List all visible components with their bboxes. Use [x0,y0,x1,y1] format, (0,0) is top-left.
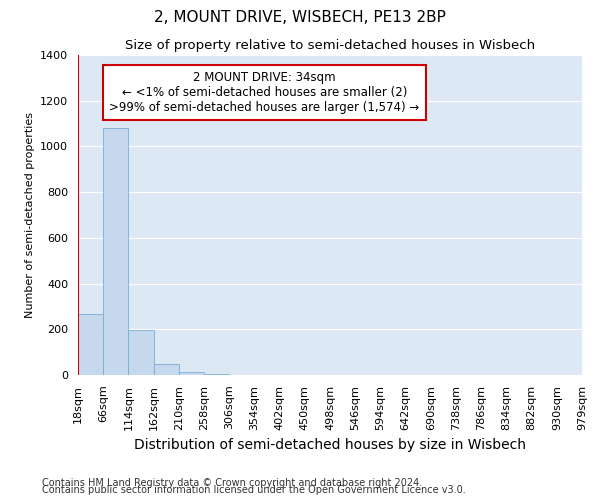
Text: Contains public sector information licensed under the Open Government Licence v3: Contains public sector information licen… [42,485,466,495]
Bar [103,128,128,375]
Bar [154,364,179,375]
Bar [179,372,204,375]
Bar [128,330,154,375]
Y-axis label: Number of semi-detached properties: Number of semi-detached properties [25,112,35,318]
Text: Contains HM Land Registry data © Crown copyright and database right 2024.: Contains HM Land Registry data © Crown c… [42,478,422,488]
X-axis label: Distribution of semi-detached houses by size in Wisbech: Distribution of semi-detached houses by … [134,438,526,452]
Text: 2, MOUNT DRIVE, WISBECH, PE13 2BP: 2, MOUNT DRIVE, WISBECH, PE13 2BP [154,10,446,25]
Bar [204,374,229,375]
Text: 2 MOUNT DRIVE: 34sqm
← <1% of semi-detached houses are smaller (2)
>99% of semi-: 2 MOUNT DRIVE: 34sqm ← <1% of semi-detac… [109,71,419,114]
Bar [78,314,103,375]
Title: Size of property relative to semi-detached houses in Wisbech: Size of property relative to semi-detach… [125,40,535,52]
